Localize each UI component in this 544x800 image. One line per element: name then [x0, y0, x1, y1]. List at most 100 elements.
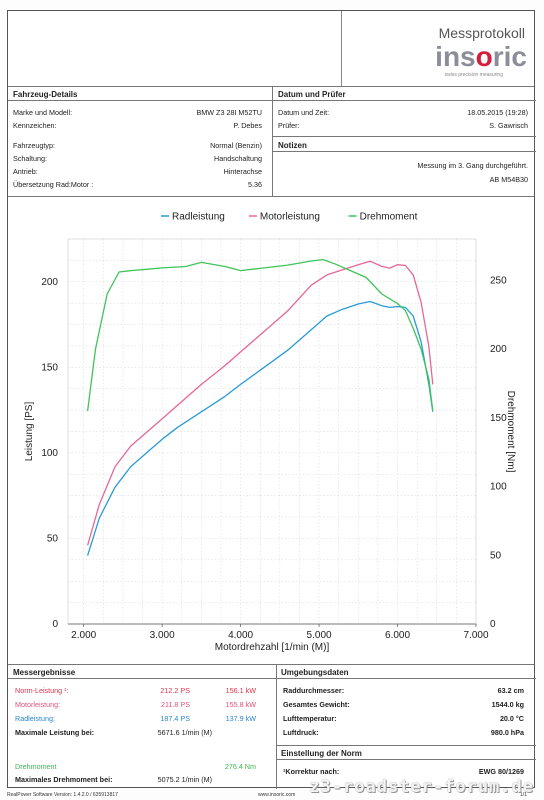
divider: [272, 136, 536, 137]
environment-label: Raddurchmesser:: [283, 686, 345, 695]
vehicle-value: 5.36: [248, 180, 262, 189]
environment-heading: Umgebungsdaten: [281, 668, 349, 677]
max-power-rpm: 5671.6 1/min (M): [157, 728, 212, 737]
x-tick-label: 3.000: [150, 630, 175, 641]
divider: [8, 100, 272, 101]
norm-heading: Einstellung der Norm: [281, 749, 362, 758]
x-axis-label: Motordrehzahl [1/min (M)]: [215, 642, 330, 653]
dyno-chart: Radleistung Motorleistung Drehmoment 2.000…: [24, 212, 516, 654]
divider: [276, 678, 536, 679]
norm-power-ps: 212.2 PS: [160, 686, 190, 695]
max-torque-label: Maximales Drehmoment bei:: [15, 775, 113, 784]
x-tick-label: 2.000: [71, 630, 96, 641]
tester-heading: Datum und Prüfer: [278, 90, 346, 99]
x-tick-label: 5.000: [307, 630, 332, 641]
vehicle-label: Übersetzung Rad:Motor :: [13, 180, 94, 189]
protocol-sheet: Messprotokoll insoric swiss precision me…: [7, 10, 537, 789]
y2-tick-label: 50: [490, 550, 502, 561]
x-tick-label: 7.000: [463, 630, 488, 641]
wheel-power-label: Radleistung:: [15, 714, 55, 723]
vehicle-value: Handschaltung: [214, 154, 262, 163]
logo-area: Messprotokoll insoric swiss precision me…: [341, 11, 537, 86]
vehicle-label: Kennzeichen:: [13, 121, 57, 130]
vehicle-value: BMW Z3 28I M52TU: [196, 108, 263, 117]
chart-series: [86, 258, 434, 556]
divider: [8, 196, 534, 197]
norm-value: EWG 80/1269: [478, 767, 524, 776]
vehicle-value: Normal (Benzin): [210, 141, 262, 150]
vehicle-label: Marke und Modell:: [13, 108, 73, 117]
brand-tagline: swiss precision measuring: [444, 72, 503, 78]
torque-label: Drehmoment: [15, 762, 57, 771]
series-line-motorleistung: [86, 260, 434, 546]
y-tick-label: 0: [52, 619, 58, 630]
y2-tick-label: 150: [490, 413, 507, 424]
y2-tick-label: 100: [490, 482, 507, 493]
divider: [272, 86, 273, 196]
notes-heading: Notizen: [278, 141, 307, 150]
divider: [8, 664, 534, 665]
vehicle-heading: Fahrzeug-Details: [13, 90, 78, 99]
y2-tick-label: 0: [490, 619, 496, 630]
y-tick-label: 50: [47, 533, 59, 544]
y2-axis-label: Drehmoment [Nm]: [505, 391, 516, 473]
environment-value: 20.0 °C: [499, 714, 524, 723]
software-version: RealPower Software Version: 1.4.2.0 / 63…: [7, 792, 118, 798]
max-power-label: Maximale Leistung bei:: [15, 728, 95, 737]
series-line-drehmoment: [86, 258, 434, 411]
brand-logo: insoric: [435, 41, 527, 72]
x-tick-label: 4.000: [228, 630, 253, 641]
divider: [272, 100, 536, 101]
divider: [276, 745, 536, 746]
motor-power-kw: 155.8 kW: [225, 700, 256, 709]
tester-label: Datum und Zeit:: [278, 108, 330, 117]
wheel-power-ps: 187.4 PS: [160, 714, 190, 723]
legend-label-motorleistung: Motorleistung: [260, 212, 320, 223]
website-link[interactable]: www.insoric.com: [258, 792, 296, 798]
wheel-power-kw: 137.9 kW: [225, 714, 256, 723]
vehicle-value: P. Debes: [233, 121, 262, 130]
divider: [8, 86, 534, 87]
environment-value: 63.2 cm: [497, 686, 524, 695]
vehicle-label: Antrieb:: [13, 167, 38, 176]
vehicle-label: Fahrzeugtyp:: [13, 141, 55, 150]
chart-axes: 2.000 3.000 4.000 5.000 6.000 7.0000501001502…: [24, 275, 516, 653]
divider: [8, 678, 276, 679]
norm-power-label: Norm-Leistung ¹:: [15, 686, 69, 695]
y-tick-label: 200: [41, 277, 58, 288]
norm-power-kw: 156.1 kW: [225, 686, 256, 695]
torque-value: 276.4 Nm: [224, 762, 256, 771]
vehicle-label: Schaltung:: [13, 154, 47, 163]
y-tick-label: 150: [41, 362, 58, 373]
tester-value: S. Gawrisch: [489, 121, 528, 130]
x-tick-label: 6.000: [385, 630, 410, 641]
y2-tick-label: 200: [490, 344, 507, 355]
motor-power-ps: 211.8 PS: [160, 700, 190, 709]
divider: [276, 664, 277, 789]
document-title: Messprotokoll: [438, 25, 525, 41]
vehicle-value: Hinterachse: [223, 167, 262, 176]
environment-label: Luftdruck:: [283, 728, 319, 737]
environment-value: 980.0 hPa: [490, 728, 524, 737]
legend-label-drehmoment: Drehmoment: [360, 212, 418, 223]
environment-value: 1544.0 kg: [491, 700, 524, 709]
max-torque-rpm: 5075.2 1/min (M): [157, 775, 212, 784]
tester-label: Prüfer:: [278, 121, 300, 130]
notes-line: Messung im 3. Gang durchgeführt.: [417, 161, 528, 170]
legend-label-radleistung: Radleistung: [172, 212, 225, 223]
tester-value: 18.05.2015 (19:28): [467, 108, 528, 117]
results-heading: Messergebnisse: [13, 668, 76, 677]
forum-watermark: z3-roadster-forum.de: [309, 777, 534, 797]
chart-grid: [67, 238, 477, 625]
series-line-radleistung: [86, 300, 434, 556]
page-number: 1/1: [520, 792, 527, 798]
norm-label: ¹Korrektur nach:: [283, 767, 340, 776]
y2-tick-label: 250: [490, 275, 507, 286]
motor-power-label: Motorleistung:: [15, 700, 61, 709]
environment-label: Gesamtes Gewicht:: [283, 700, 350, 709]
y-axis-label: Leistung [PS]: [24, 402, 35, 462]
y-tick-label: 100: [41, 448, 58, 459]
notes-line: AB M54B30: [489, 175, 528, 184]
divider: [276, 759, 536, 760]
chart-legend: Radleistung Motorleistung Drehmoment: [161, 212, 418, 223]
